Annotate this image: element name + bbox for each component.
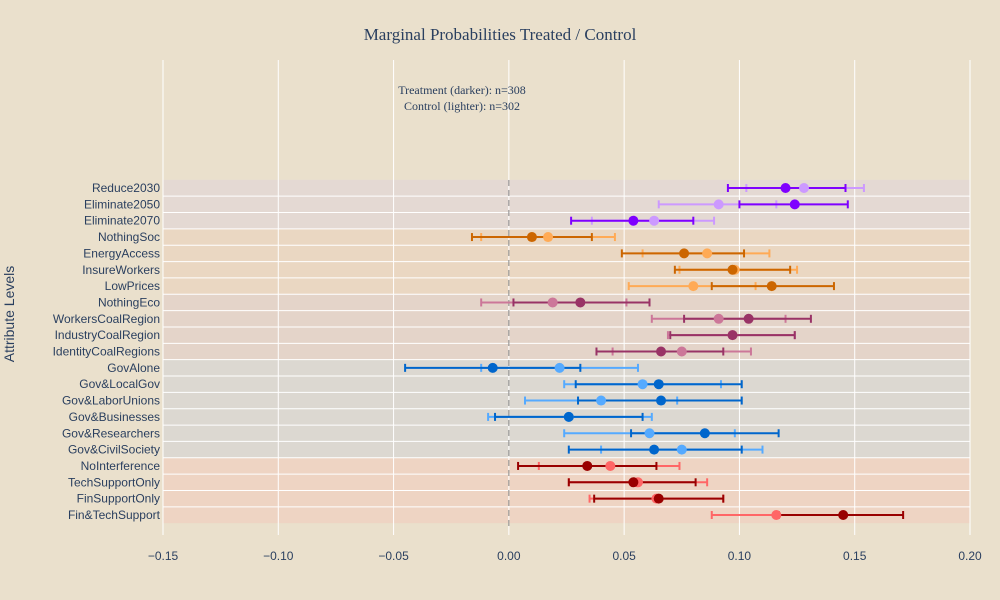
treatment-point <box>838 510 849 520</box>
y-tick-label: Gov&CivilSociety <box>68 443 160 457</box>
y-tick-label: NothingSoc <box>98 230 160 244</box>
x-tick-label: −0.15 <box>148 549 179 563</box>
x-tick-label: −0.05 <box>378 549 409 563</box>
control-point <box>649 215 660 226</box>
treatment-point <box>653 493 664 504</box>
y-tick-label: LowPrices <box>105 279 160 293</box>
y-tick-label: NoInterference <box>81 459 161 473</box>
control-point <box>547 297 558 308</box>
y-tick-label: NothingEco <box>98 295 160 309</box>
control-point <box>644 428 655 439</box>
x-tick-label: −0.10 <box>263 549 294 563</box>
control-point <box>543 232 554 243</box>
control-point <box>771 510 782 520</box>
control-point <box>676 346 687 357</box>
treatment-point <box>649 444 660 455</box>
treatment-point <box>727 330 738 341</box>
y-tick-label: InsureWorkers <box>82 263 160 277</box>
y-tick-label: EnergyAccess <box>83 246 160 260</box>
y-tick-label: TechSupportOnly <box>68 475 160 489</box>
y-tick-label: Gov&Businesses <box>69 410 160 424</box>
treatment-point <box>575 297 586 308</box>
y-tick-label: WorkersCoalRegion <box>53 312 160 326</box>
control-point <box>688 281 699 292</box>
control-point <box>554 362 565 373</box>
x-tick-label: 0.15 <box>843 549 867 563</box>
y-tick-label: Gov&LaborUnions <box>62 394 160 408</box>
control-point <box>637 379 648 390</box>
treatment-point <box>628 215 639 226</box>
treatment-point <box>563 411 574 422</box>
x-gridlines <box>162 60 971 535</box>
x-tick-labels: −0.15 −0.10 −0.05 0.00 0.05 0.10 0.15 0.20 <box>148 549 982 563</box>
control-point <box>713 313 724 324</box>
plot-marks <box>404 183 905 520</box>
y-tick-label: FinSupportOnly <box>77 492 160 506</box>
y-tick-label: Reduce2030 <box>92 181 160 195</box>
y-tick-labels: Reduce2030 Eliminate2050 Eliminate2070 Noth… <box>53 181 161 522</box>
treatment-point <box>727 264 738 275</box>
treatment-point <box>656 346 667 357</box>
y-tick-label: IndustryCoalRegion <box>55 328 160 342</box>
control-point <box>596 395 607 406</box>
y-tick-label: Eliminate2050 <box>84 197 160 211</box>
treatment-point <box>582 460 593 471</box>
x-tick-label: 0.05 <box>612 549 636 563</box>
treatment-point <box>628 477 639 488</box>
treatment-point <box>487 362 498 373</box>
treatment-point <box>766 281 777 292</box>
treatment-point <box>653 379 664 390</box>
x-tick-label: 0.00 <box>497 549 521 563</box>
group-bands <box>163 179 970 524</box>
annotation-control: Control (lighter): n=302 <box>404 99 520 113</box>
y-axis-title: Attribute Levels <box>1 266 17 363</box>
control-point <box>798 183 809 193</box>
y-tick-label: Gov&LocalGov <box>79 377 160 391</box>
treatment-point <box>526 232 537 243</box>
y-tick-label: Gov&Researchers <box>62 426 160 440</box>
treatment-point <box>789 199 800 210</box>
control-point <box>676 444 687 455</box>
treatment-point <box>780 183 791 193</box>
y-tick-label: IdentityCoalRegions <box>53 345 160 359</box>
y-tick-label: Eliminate2070 <box>84 214 160 228</box>
control-point <box>713 199 724 210</box>
y-tick-label: Fin&TechSupport <box>68 508 161 522</box>
treatment-point <box>656 395 667 406</box>
treatment-point <box>699 428 710 439</box>
x-tick-label: 0.10 <box>728 549 752 563</box>
control-point <box>702 248 713 259</box>
control-point <box>605 460 616 471</box>
treatment-point <box>743 313 754 324</box>
x-tick-label: 0.20 <box>958 549 982 563</box>
chart-title: Marginal Probabilities Treated / Control <box>364 25 637 44</box>
y-tick-label: GovAlone <box>107 361 160 375</box>
treatment-point <box>679 248 690 259</box>
annotation-treatment: Treatment (darker): n=308 <box>398 83 526 97</box>
